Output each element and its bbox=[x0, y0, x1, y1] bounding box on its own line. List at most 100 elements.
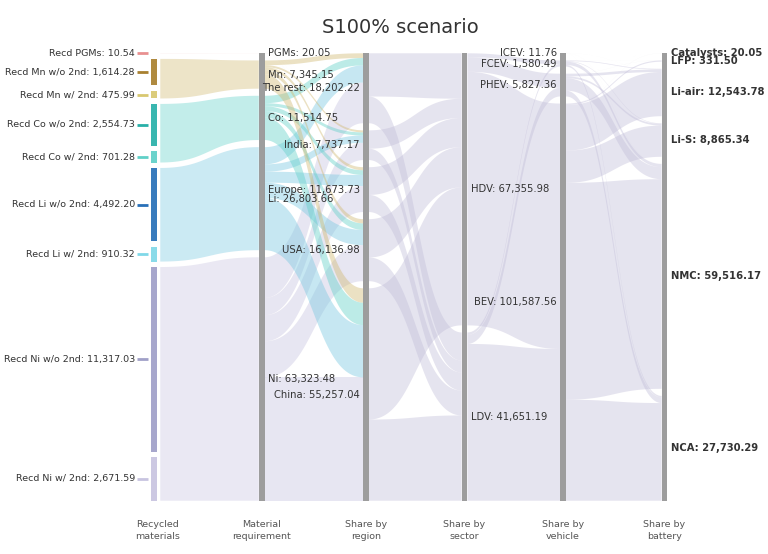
Bar bbox=[151, 151, 157, 162]
Polygon shape bbox=[265, 67, 363, 170]
Polygon shape bbox=[265, 53, 363, 219]
Polygon shape bbox=[265, 198, 363, 377]
Polygon shape bbox=[369, 96, 462, 361]
Polygon shape bbox=[265, 143, 363, 315]
Bar bbox=[151, 247, 157, 261]
Polygon shape bbox=[369, 258, 462, 416]
Bar bbox=[661, 53, 667, 501]
Polygon shape bbox=[265, 183, 363, 245]
Polygon shape bbox=[566, 53, 661, 104]
Polygon shape bbox=[265, 65, 363, 132]
Polygon shape bbox=[566, 179, 661, 399]
Polygon shape bbox=[265, 172, 363, 186]
Polygon shape bbox=[161, 257, 259, 501]
Text: Recd PGMs: 10.54: Recd PGMs: 10.54 bbox=[49, 49, 134, 58]
Text: Recd Co w/o 2nd: 2,554.73: Recd Co w/o 2nd: 2,554.73 bbox=[7, 120, 134, 129]
Text: BEV: 101,587.56: BEV: 101,587.56 bbox=[474, 297, 557, 307]
Bar bbox=[661, 69, 668, 116]
Polygon shape bbox=[566, 72, 661, 151]
Bar bbox=[151, 457, 157, 501]
Bar bbox=[661, 60, 668, 61]
Polygon shape bbox=[468, 53, 560, 332]
Text: FCEV: 1,580.49: FCEV: 1,580.49 bbox=[482, 59, 557, 69]
Text: Recd Li w/o 2nd: 4,492.20: Recd Li w/o 2nd: 4,492.20 bbox=[12, 200, 134, 209]
Text: Material
requirement: Material requirement bbox=[233, 520, 291, 541]
Polygon shape bbox=[468, 53, 560, 64]
Polygon shape bbox=[566, 78, 661, 179]
Polygon shape bbox=[369, 416, 462, 501]
Bar bbox=[462, 53, 468, 501]
Polygon shape bbox=[566, 61, 661, 124]
Text: Share by
sector: Share by sector bbox=[443, 520, 485, 541]
Text: Co: 11,514.75: Co: 11,514.75 bbox=[268, 113, 338, 123]
Polygon shape bbox=[468, 72, 560, 349]
Text: Catalysts: 20.05: Catalysts: 20.05 bbox=[671, 48, 762, 58]
Bar bbox=[363, 53, 369, 501]
Polygon shape bbox=[369, 118, 462, 195]
Bar bbox=[661, 164, 668, 389]
Polygon shape bbox=[265, 53, 363, 167]
Text: NCA: 27,730.29: NCA: 27,730.29 bbox=[671, 443, 758, 453]
Text: S100% scenario: S100% scenario bbox=[323, 18, 479, 37]
Text: Share by
region: Share by region bbox=[345, 520, 387, 541]
Polygon shape bbox=[369, 53, 462, 99]
Polygon shape bbox=[265, 74, 363, 302]
Polygon shape bbox=[468, 64, 560, 335]
Polygon shape bbox=[566, 126, 661, 183]
Polygon shape bbox=[468, 88, 560, 344]
Text: Europe: 11,673.73: Europe: 11,673.73 bbox=[267, 184, 359, 194]
Polygon shape bbox=[566, 61, 661, 167]
Polygon shape bbox=[566, 53, 661, 74]
Polygon shape bbox=[265, 58, 363, 103]
Polygon shape bbox=[265, 65, 363, 165]
Polygon shape bbox=[566, 53, 661, 124]
Polygon shape bbox=[161, 147, 259, 261]
Text: Mn: 7,345.15: Mn: 7,345.15 bbox=[268, 70, 334, 80]
Bar bbox=[151, 104, 157, 146]
Polygon shape bbox=[566, 76, 661, 126]
Text: Ni: 63,323.48: Ni: 63,323.48 bbox=[268, 374, 335, 384]
Bar bbox=[259, 53, 265, 501]
Text: India: 7,737.17: India: 7,737.17 bbox=[284, 140, 359, 150]
Polygon shape bbox=[566, 60, 661, 69]
Polygon shape bbox=[369, 148, 462, 372]
Bar bbox=[661, 124, 668, 157]
Text: China: 55,257.04: China: 55,257.04 bbox=[274, 389, 359, 399]
Text: Li-S: 8,865.34: Li-S: 8,865.34 bbox=[671, 135, 750, 145]
Polygon shape bbox=[265, 377, 363, 501]
Text: The rest: 18,202.22: The rest: 18,202.22 bbox=[262, 83, 359, 93]
Polygon shape bbox=[265, 186, 363, 341]
Polygon shape bbox=[566, 69, 661, 76]
Text: Recd Li w/ 2nd: 910.32: Recd Li w/ 2nd: 910.32 bbox=[26, 250, 134, 259]
Polygon shape bbox=[265, 136, 363, 172]
Polygon shape bbox=[468, 344, 560, 501]
Polygon shape bbox=[566, 65, 661, 397]
Polygon shape bbox=[265, 103, 363, 136]
Text: Share by
battery: Share by battery bbox=[644, 520, 686, 541]
Text: HDV: 67,355.98: HDV: 67,355.98 bbox=[471, 184, 549, 194]
Polygon shape bbox=[566, 60, 661, 105]
Text: Recd Mn w/o 2nd: 1,614.28: Recd Mn w/o 2nd: 1,614.28 bbox=[5, 68, 134, 76]
Text: Recd Ni w/ 2nd: 2,671.59: Recd Ni w/ 2nd: 2,671.59 bbox=[15, 474, 134, 484]
Polygon shape bbox=[265, 53, 363, 288]
Text: Li-air: 12,543.78: Li-air: 12,543.78 bbox=[671, 88, 764, 98]
Polygon shape bbox=[161, 59, 259, 99]
Polygon shape bbox=[369, 147, 462, 258]
Polygon shape bbox=[265, 106, 363, 175]
Polygon shape bbox=[265, 70, 363, 223]
Polygon shape bbox=[265, 245, 363, 377]
Bar bbox=[151, 59, 157, 85]
Text: PHEV: 5,827.36: PHEV: 5,827.36 bbox=[480, 80, 557, 90]
Text: NMC: 59,516.17: NMC: 59,516.17 bbox=[671, 271, 761, 281]
Polygon shape bbox=[369, 195, 462, 391]
Polygon shape bbox=[265, 53, 363, 65]
Polygon shape bbox=[566, 53, 661, 396]
Polygon shape bbox=[566, 53, 661, 69]
Text: Li: 26,803.66: Li: 26,803.66 bbox=[268, 194, 333, 204]
Polygon shape bbox=[566, 53, 661, 60]
Text: Share by
vehicle: Share by vehicle bbox=[542, 520, 584, 541]
Bar bbox=[151, 168, 157, 241]
Text: LDV: 41,651.19: LDV: 41,651.19 bbox=[471, 412, 548, 422]
Polygon shape bbox=[265, 83, 363, 298]
Bar bbox=[151, 267, 157, 452]
